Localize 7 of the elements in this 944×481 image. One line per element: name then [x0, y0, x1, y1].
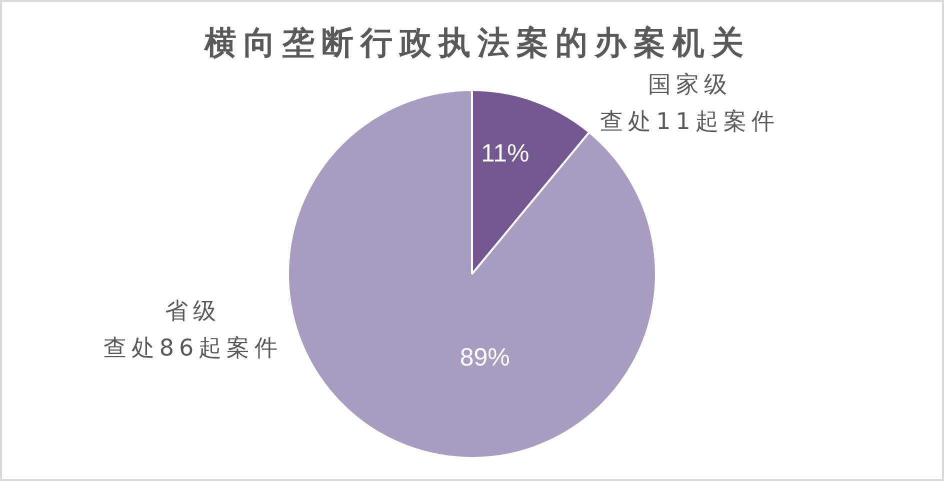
text: 查处86起案件: [103, 336, 283, 362]
data-label: 89%: [460, 344, 510, 372]
data-label: 11%: [481, 139, 530, 168]
text: 查处11起案件: [600, 109, 780, 136]
slice-label: 国家级: [648, 72, 732, 98]
chart-title: 横向垄断行政执法案的办案机关: [204, 24, 750, 60]
slice-label: 省级: [164, 298, 221, 325]
